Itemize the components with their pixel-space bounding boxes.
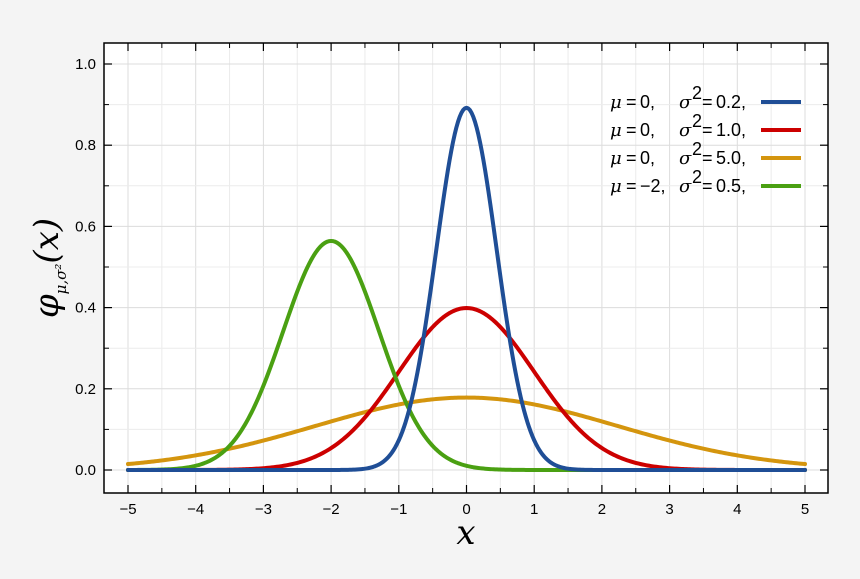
series-line [126,395,807,467]
y-tick-label: 0.6 [75,218,96,235]
x-tick-label: 5 [801,501,809,518]
legend-sigma-exponent: 2 [692,111,702,131]
tick-labels: −5 −4 −3 −2 −1 0 1 2 3 4 5 0.0 0.2 0.4 0.6 0.8 1.0 [75,56,809,518]
legend-mu-symbol: μ [610,148,622,169]
legend-sigma-symbol: σ [679,120,692,141]
legend-entry: μ = 0, σ 2 = 0.2, [610,83,801,113]
y-axis-label-sub: μ,σ² [52,264,70,295]
x-tick-label: −5 [119,501,136,518]
legend-sigma-symbol: σ [679,148,692,169]
legend-mu-symbol: μ [610,176,622,197]
legend-mu-symbol: μ [610,92,622,113]
legend-variance-value: 0.5, [716,176,746,196]
x-tick-label: 3 [665,501,673,518]
legend-mu-equals: = [626,148,637,168]
grid [104,43,828,493]
ticks [104,43,828,493]
legend-variance-value: 0.2, [716,92,746,112]
legend-mu-value: −2, [640,176,666,196]
x-tick-label: 4 [733,501,741,518]
legend: μ = 0, σ 2 = 0.2,μ = 0, σ 2 = 1.0,μ = 0, σ 2 = 5.0,μ = −2, σ 2… [610,83,801,197]
x-tick-label: −3 [255,501,272,518]
legend-mu-symbol: μ [610,120,622,141]
legend-variance-value: 1.0, [716,120,746,140]
legend-mu-equals: = [626,176,637,196]
legend-mu-value: 0, [640,148,655,168]
legend-sigma-exponent: 2 [692,167,702,187]
series-line [126,105,807,472]
legend-mu-equals: = [626,92,637,112]
y-axis-label-arg: (x) [27,218,67,264]
y-tick-label: 0.2 [75,381,96,398]
legend-entry: μ = 0, σ 2 = 1.0, [610,111,801,141]
legend-sigma-exponent: 2 [692,139,702,159]
x-tick-label: 0 [462,501,470,518]
legend-mu-equals: = [626,120,637,140]
y-axis-label: φμ,σ²(x) [27,218,70,318]
x-tick-label: −2 [323,501,340,518]
y-tick-label: 0.4 [75,300,96,317]
legend-sigma-symbol: σ [679,176,692,197]
x-axis-label: x [456,513,475,553]
legend-sigma-equals: = [702,148,713,168]
curves [126,105,807,472]
legend-sigma-symbol: σ [679,92,692,113]
legend-sigma-equals: = [702,120,713,140]
legend-mu-value: 0, [640,120,655,140]
legend-variance-value: 5.0, [716,148,746,168]
y-tick-label: 0.0 [75,462,96,479]
legend-sigma-equals: = [702,176,713,196]
legend-sigma-exponent: 2 [692,83,702,103]
y-tick-label: 0.8 [75,137,96,154]
x-tick-label: 1 [530,501,538,518]
x-tick-label: −1 [390,501,407,518]
y-tick-label: 1.0 [75,56,96,73]
svg-text:φμ,σ²(x): φμ,σ²(x) [27,218,70,318]
legend-mu-value: 0, [640,92,655,112]
x-tick-label: 2 [598,501,606,518]
legend-entry: μ = −2, σ 2 = 0.5, [610,167,801,197]
y-axis-label-main: φ [27,294,67,318]
legend-sigma-equals: = [702,92,713,112]
x-tick-label: −4 [187,501,204,518]
legend-entry: μ = 0, σ 2 = 5.0, [610,139,801,169]
